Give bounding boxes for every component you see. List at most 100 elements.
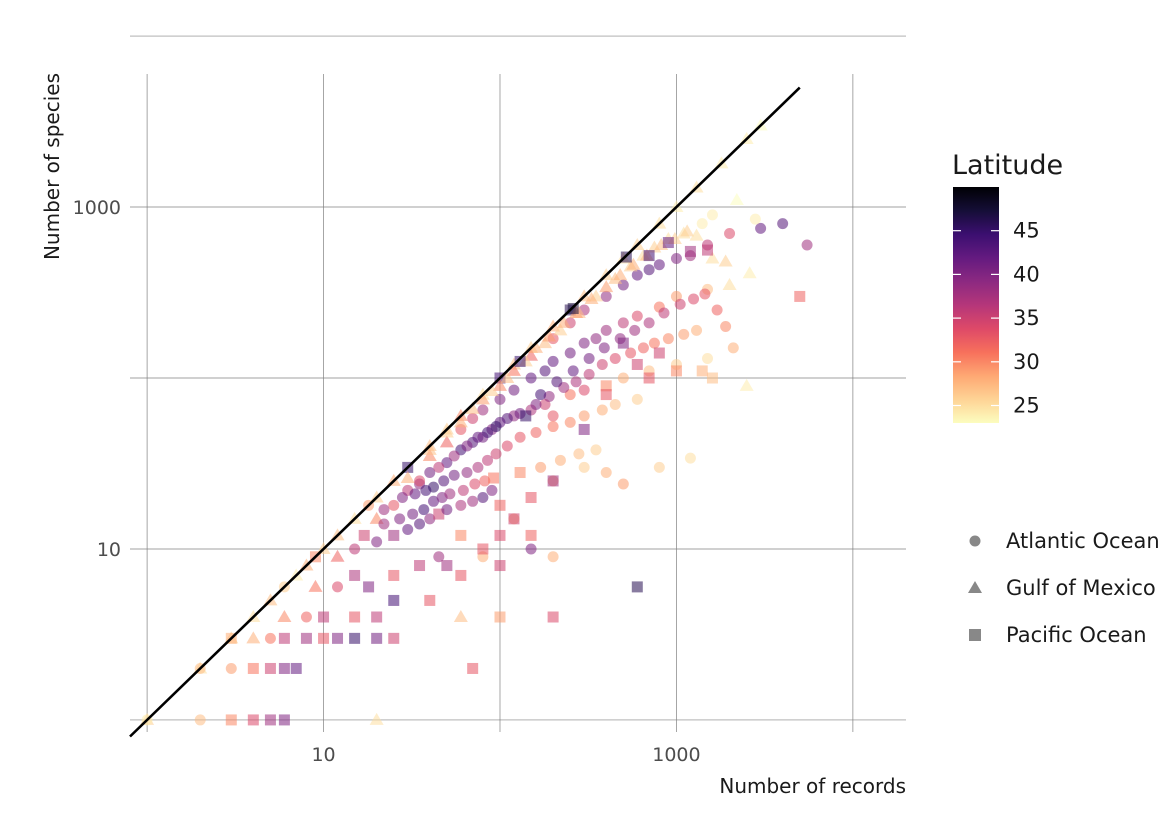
data-point-square [494, 499, 506, 511]
data-point-circle [609, 353, 621, 365]
data-point-circle [508, 384, 520, 396]
data-point-square [433, 508, 445, 520]
data-point-circle [583, 368, 595, 380]
data-point-circle [409, 488, 421, 500]
data-point-square [349, 632, 361, 644]
data-point-triangle [465, 401, 480, 414]
reference-line-y-equals-x [129, 86, 801, 738]
data-point-triangle [529, 340, 544, 353]
legend-label-atlantic: Atlantic Ocean [1006, 529, 1160, 553]
legend-label-pacific: Pacific Ocean [1006, 623, 1147, 647]
y-tick-label: 1000 [73, 197, 121, 219]
data-point-triangle [556, 315, 571, 328]
data-point-circle [578, 384, 590, 396]
data-point-circle [396, 492, 408, 504]
color-bar-ticks: 25 30 35 40 45 [953, 219, 1040, 418]
data-point-square [600, 380, 612, 392]
data-point-circle [428, 481, 440, 493]
data-point-circle [567, 365, 579, 377]
shape-legend: Atlantic Ocean Gulf of Mexico Pacific Oc… [968, 529, 1160, 647]
data-point-circle [648, 337, 660, 349]
data-point-circle [444, 488, 456, 500]
data-point-circle [547, 551, 559, 563]
data-point-circle [225, 662, 237, 674]
data-point-circle [448, 450, 460, 462]
data-point-circle [777, 218, 789, 230]
data-point-circle [467, 412, 479, 424]
data-point-triangle [626, 257, 641, 270]
data-point-circle [711, 304, 723, 316]
data-point-circle [461, 440, 473, 452]
color-bar [953, 187, 999, 423]
data-point-circle [472, 461, 484, 473]
data-point-circle [438, 475, 450, 487]
data-point-square [441, 560, 453, 572]
data-point-circle [590, 444, 602, 456]
data-point-circle [600, 467, 612, 479]
data-point-square [247, 662, 259, 674]
color-tick-label: 35 [1013, 306, 1040, 330]
color-legend-title: Latitude [952, 150, 1063, 181]
data-point-square [424, 594, 436, 606]
data-point-square [643, 250, 655, 262]
data-point-square [514, 467, 526, 479]
data-point-circle [547, 421, 559, 433]
data-point-circle [706, 209, 718, 221]
data-point-square [455, 529, 467, 541]
data-point-square [371, 611, 383, 623]
data-point-circle [514, 431, 526, 443]
data-point-circle [631, 393, 643, 405]
data-point-circle [441, 504, 453, 516]
data-point-circle [407, 508, 419, 520]
data-point-circle [596, 404, 608, 416]
data-point-circle [414, 475, 426, 487]
data-point-circle [394, 513, 406, 525]
data-point-circle [691, 324, 703, 336]
data-point-circle [596, 358, 608, 370]
data-point-circle [300, 611, 312, 623]
data-point-circle [467, 495, 479, 507]
data-point-circle [637, 342, 649, 354]
data-point-square [363, 581, 375, 593]
data-point-triangle [492, 378, 507, 391]
data-point-circle [570, 376, 582, 388]
data-points [140, 118, 813, 726]
data-point-circle [702, 353, 714, 365]
data-point-circle [414, 518, 426, 530]
data-point-square [264, 662, 276, 674]
data-point-square [525, 492, 537, 504]
data-point-triangle [308, 579, 323, 592]
data-point-circle [378, 518, 390, 530]
color-tick-label: 40 [1013, 262, 1040, 286]
data-point-square [578, 423, 590, 435]
data-point-circle [755, 222, 767, 234]
data-point-circle [332, 581, 344, 593]
x-tick-label: 10 [311, 744, 335, 766]
data-point-square [794, 290, 806, 302]
data-point-circle [490, 421, 502, 433]
data-point-circle [617, 478, 629, 490]
data-point-square [264, 714, 276, 726]
color-tick-label: 25 [1013, 394, 1040, 418]
data-point-circle [433, 551, 445, 563]
data-point-square [514, 355, 526, 367]
data-point-circle [448, 469, 460, 481]
data-point-circle [455, 499, 467, 511]
data-point-triangle [422, 442, 437, 455]
data-point-square [631, 358, 643, 370]
data-point-circle [653, 259, 665, 271]
data-point-square [388, 594, 400, 606]
data-point-circle [631, 310, 643, 322]
data-point-circle [662, 333, 674, 345]
data-point-circle [525, 372, 537, 384]
data-point-circle [433, 461, 445, 473]
data-point-square [547, 611, 559, 623]
y-tick-label: 10 [97, 539, 121, 561]
data-point-triangle [542, 329, 557, 342]
data-point-circle [600, 324, 612, 336]
y-axis-title: Number of species [40, 73, 64, 260]
data-point-circle [727, 342, 739, 354]
data-point-triangle [453, 610, 468, 623]
data-point-square [349, 611, 361, 623]
